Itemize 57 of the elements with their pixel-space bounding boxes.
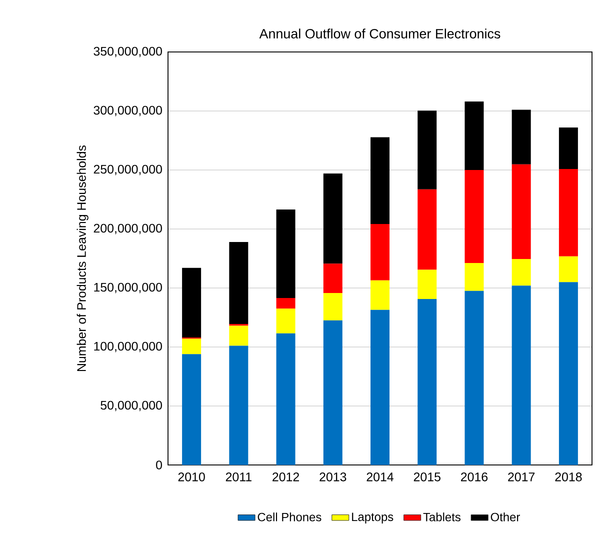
y-tick-label: 350,000,000 <box>94 46 162 58</box>
bar <box>512 286 531 465</box>
x-tick-label: 2017 <box>508 472 535 482</box>
y-tick-label: 0 <box>156 460 162 470</box>
x-tick-label: 2016 <box>461 472 488 482</box>
bar <box>418 189 437 270</box>
bar <box>323 292 342 320</box>
bar <box>276 210 296 298</box>
y-tick-label: 300,000,000 <box>94 106 162 116</box>
bar <box>229 346 248 465</box>
y-tick-label: 150,000,000 <box>94 282 162 294</box>
y-tick-label: 200,000,000 <box>94 224 162 234</box>
y-tick-label: 250,000,000 <box>94 164 162 176</box>
bar <box>323 264 342 293</box>
legend-label: Cell Phones <box>258 512 322 522</box>
legend-label: Laptops <box>352 512 394 524</box>
bar <box>182 268 202 338</box>
bar <box>464 262 484 291</box>
bar <box>370 280 390 310</box>
bar <box>512 258 531 286</box>
bar <box>229 326 248 346</box>
legend-label: Other <box>490 512 520 522</box>
bar <box>558 128 578 170</box>
bar <box>558 282 578 465</box>
bar <box>512 164 531 259</box>
x-tick-label: 2013 <box>320 472 346 482</box>
bar <box>323 320 342 465</box>
y-tick-label: 50,000,000 <box>100 400 162 412</box>
x-tick-label: 2018 <box>555 472 582 482</box>
bar <box>370 137 390 224</box>
x-tick-label: 2012 <box>272 472 299 482</box>
bar <box>418 110 437 190</box>
bar <box>182 338 202 354</box>
x-tick-label: 2015 <box>414 472 440 482</box>
bar <box>558 256 578 282</box>
bar <box>418 270 437 299</box>
bar <box>229 242 248 324</box>
x-tick-label: 2014 <box>366 472 394 482</box>
bar <box>276 333 296 465</box>
y-axis-title: Number of Products Leaving Households <box>76 145 88 371</box>
y-tick-label: 100,000,000 <box>94 342 162 352</box>
legend-label: Tablets <box>423 512 460 522</box>
bar <box>370 310 390 465</box>
bar <box>464 102 484 170</box>
bar <box>182 354 202 465</box>
bar <box>558 169 578 256</box>
bar <box>370 224 390 280</box>
bar <box>323 174 342 264</box>
bar <box>418 298 437 465</box>
x-tick-label: 2011 <box>226 472 252 482</box>
bar <box>276 308 296 334</box>
x-tick-label: 2010 <box>178 472 205 482</box>
bar <box>276 298 296 309</box>
bar <box>512 110 531 164</box>
chart-title: Annual Outflow of Consumer Electronics <box>259 28 500 38</box>
bar <box>464 290 484 465</box>
bar <box>464 170 484 263</box>
